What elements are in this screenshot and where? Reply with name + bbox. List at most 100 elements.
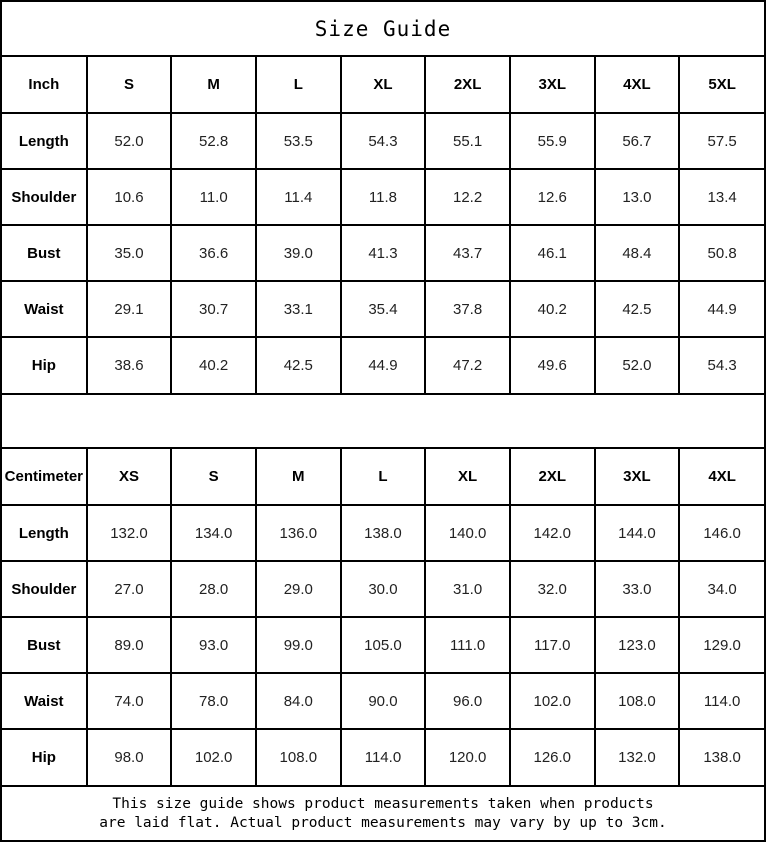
measurement-cell: 98.0 (85, 728, 173, 786)
measurement-cell: 40.2 (170, 336, 257, 394)
size-column-header: 4XL (593, 56, 681, 114)
measurement-cell: 114.0 (678, 672, 764, 730)
measurement-cell: 42.5 (254, 336, 342, 394)
table-row-length: Length 52.0 52.8 53.5 54.3 55.1 55.9 56.… (2, 112, 764, 170)
measurement-cell: 55.9 (508, 112, 596, 170)
measurement-cell: 117.0 (508, 616, 596, 674)
measurement-cell: 140.0 (424, 504, 511, 562)
measurement-cell: 30.0 (339, 560, 427, 618)
centimeter-size-table: Centimeter XS S M L XL 2XL 3XL 4XL Lengt… (2, 448, 764, 786)
measurement-cell: 29.1 (85, 280, 173, 338)
measurement-cell: 44.9 (678, 280, 764, 338)
footer-note: This size guide shows product measuremen… (2, 785, 764, 840)
measurement-cell: 52.0 (593, 336, 681, 394)
measurement-cell: 35.0 (85, 224, 173, 282)
table-row-shoulder: Shoulder 10.6 11.0 11.4 11.8 12.2 12.6 1… (2, 168, 764, 226)
measurement-cell: 36.6 (170, 224, 257, 282)
table-spacer (2, 393, 764, 449)
measurement-cell: 48.4 (593, 224, 681, 282)
measurement-cell: 32.0 (508, 560, 596, 618)
measurement-cell: 29.0 (254, 560, 342, 618)
measurement-cell: 35.4 (339, 280, 427, 338)
measurement-cell: 93.0 (170, 616, 257, 674)
footer-note-line2: are laid flat. Actual product measuremen… (99, 815, 667, 831)
measurement-cell: 138.0 (678, 728, 764, 786)
measurement-cell: 74.0 (85, 672, 173, 730)
measurement-cell: 120.0 (424, 728, 511, 786)
measurement-cell: 40.2 (508, 280, 596, 338)
measurement-cell: 132.0 (85, 504, 173, 562)
row-label: Bust (2, 616, 88, 674)
measurement-cell: 102.0 (508, 672, 596, 730)
inch-unit-header: Inch (2, 56, 88, 114)
measurement-cell: 46.1 (508, 224, 596, 282)
measurement-cell: 123.0 (593, 616, 681, 674)
inch-size-table: Inch S M L XL 2XL 3XL 4XL 5XL Length 52.… (2, 56, 764, 394)
table-row-bust: Bust 35.0 36.6 39.0 41.3 43.7 46.1 48.4 … (2, 224, 764, 282)
measurement-cell: 37.8 (424, 280, 511, 338)
measurement-cell: 50.8 (678, 224, 764, 282)
measurement-cell: 57.5 (678, 112, 764, 170)
size-column-header: L (339, 448, 427, 506)
measurement-cell: 89.0 (85, 616, 173, 674)
measurement-cell: 146.0 (678, 504, 764, 562)
measurement-cell: 52.8 (170, 112, 257, 170)
size-column-header: M (254, 448, 342, 506)
row-label: Bust (2, 224, 88, 282)
size-column-header: S (170, 448, 257, 506)
measurement-cell: 132.0 (593, 728, 681, 786)
size-column-header: XL (339, 56, 427, 114)
measurement-cell: 30.7 (170, 280, 257, 338)
measurement-cell: 54.3 (678, 336, 764, 394)
size-column-header: XL (424, 448, 511, 506)
size-column-header: L (254, 56, 342, 114)
measurement-cell: 42.5 (593, 280, 681, 338)
measurement-cell: 38.6 (85, 336, 173, 394)
size-column-header: M (170, 56, 257, 114)
measurement-cell: 129.0 (678, 616, 764, 674)
measurement-cell: 138.0 (339, 504, 427, 562)
cm-unit-header: Centimeter (2, 448, 88, 506)
measurement-cell: 134.0 (170, 504, 257, 562)
row-label: Length (2, 504, 88, 562)
table-row-shoulder: Shoulder 27.0 28.0 29.0 30.0 31.0 32.0 3… (2, 560, 764, 618)
measurement-cell: 33.0 (593, 560, 681, 618)
measurement-cell: 126.0 (508, 728, 596, 786)
measurement-cell: 39.0 (254, 224, 342, 282)
inch-header-row: Inch S M L XL 2XL 3XL 4XL 5XL (2, 56, 764, 114)
measurement-cell: 55.1 (424, 112, 511, 170)
row-label: Hip (2, 336, 88, 394)
measurement-cell: 12.2 (424, 168, 511, 226)
cm-header-row: Centimeter XS S M L XL 2XL 3XL 4XL (2, 448, 764, 506)
measurement-cell: 78.0 (170, 672, 257, 730)
row-label: Length (2, 112, 88, 170)
size-column-header: 2XL (508, 448, 596, 506)
measurement-cell: 84.0 (254, 672, 342, 730)
measurement-cell: 108.0 (254, 728, 342, 786)
row-label: Waist (2, 672, 88, 730)
measurement-cell: 12.6 (508, 168, 596, 226)
size-column-header: S (85, 56, 173, 114)
page-title: Size Guide (2, 2, 764, 57)
measurement-cell: 105.0 (339, 616, 427, 674)
measurement-cell: 44.9 (339, 336, 427, 394)
table-row-hip: Hip 98.0 102.0 108.0 114.0 120.0 126.0 1… (2, 728, 764, 786)
row-label: Hip (2, 728, 88, 786)
size-column-header: 3XL (508, 56, 596, 114)
size-column-header: 5XL (678, 56, 764, 114)
measurement-cell: 56.7 (593, 112, 681, 170)
measurement-cell: 111.0 (424, 616, 511, 674)
measurement-cell: 43.7 (424, 224, 511, 282)
measurement-cell: 33.1 (254, 280, 342, 338)
size-column-header: 3XL (593, 448, 681, 506)
table-row-bust: Bust 89.0 93.0 99.0 105.0 111.0 117.0 12… (2, 616, 764, 674)
table-row-waist: Waist 74.0 78.0 84.0 90.0 96.0 102.0 108… (2, 672, 764, 730)
size-column-header: 4XL (678, 448, 764, 506)
table-row-hip: Hip 38.6 40.2 42.5 44.9 47.2 49.6 52.0 5… (2, 336, 764, 394)
measurement-cell: 11.8 (339, 168, 427, 226)
measurement-cell: 13.0 (593, 168, 681, 226)
row-label: Waist (2, 280, 88, 338)
measurement-cell: 49.6 (508, 336, 596, 394)
measurement-cell: 13.4 (678, 168, 764, 226)
